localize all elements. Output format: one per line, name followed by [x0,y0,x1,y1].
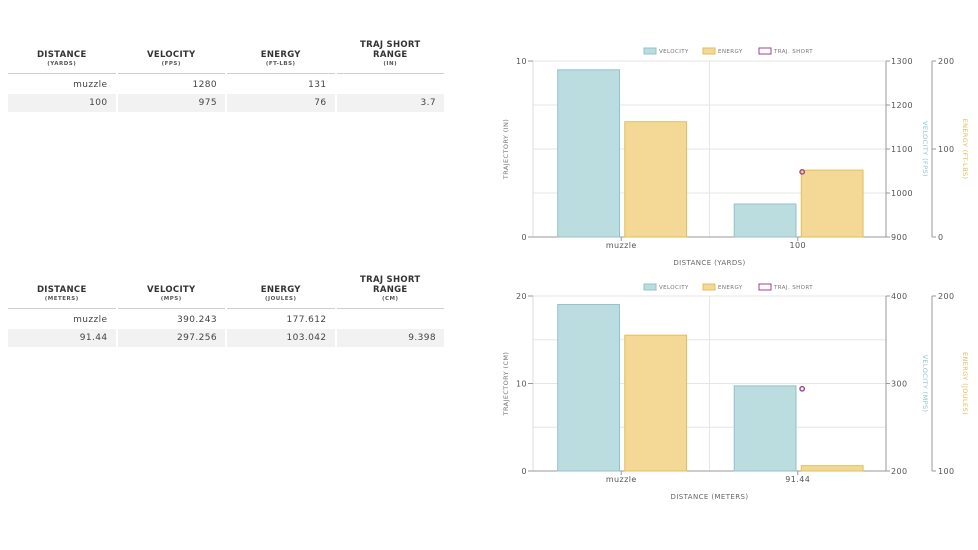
velocity-tick-label: 1000 [891,189,913,198]
energy-bar [624,121,688,238]
velocity-tick-label: 1200 [891,101,913,110]
legend-label: TRAJ. SHORT [773,49,813,55]
table-cell: 975 [117,94,225,112]
energy-axis-title: ENERGY (FT-LBS) [961,119,969,180]
ballistics-table-metric: DISTANCE (METERS) VELOCITY (MPS) ENERGY (JO… [6,275,446,347]
table-cell: muzzle [73,315,108,325]
y-tick-label: 0 [522,467,528,476]
table-cell: 100 [8,94,116,112]
column-header-distance: DISTANCE (METERS) [8,275,116,309]
y-tick-label: 10 [516,57,527,66]
energy-tick-label: 200 [938,57,954,66]
table-cell: 3.7 [336,94,444,112]
y-tick-label: 10 [516,380,527,389]
velocity-tick-label: 1300 [891,57,913,66]
velocity-tick-label: 900 [891,233,907,242]
velocity-tick-label: 300 [891,380,907,389]
velocity-bar [733,203,797,238]
velocity-tick-label: 200 [891,467,907,476]
x-axis-title: DISTANCE (YARDS) [673,259,745,267]
x-tick-label: muzzle [606,241,637,250]
trajectory-point [799,168,806,175]
column-header-distance: DISTANCE (YARDS) [8,40,116,74]
energy-tick-label: 0 [938,233,944,242]
velocity-bar [733,385,797,472]
table-row: 91.44 297.256 103.042 9.398 [8,329,444,347]
table-cell: 177.612 [286,315,327,325]
y-axis-title: TRAJECTORY (IN) [502,119,510,180]
legend-swatch [758,283,772,291]
energy-bar [800,169,864,238]
energy-tick-label: 200 [938,292,954,301]
energy-tick-label: 100 [938,467,954,476]
energy-bar [624,334,688,472]
legend-swatch [758,47,772,55]
velocity-axis-title: VELOCITY (FPS) [921,121,929,177]
legend-swatch [702,283,716,291]
column-header-velocity: VELOCITY (FPS) [117,40,225,74]
legend-label: TRAJ. SHORT [773,285,813,291]
table-cell: 9.398 [336,329,444,347]
table-cell: 76 [227,94,335,112]
y-tick-label: 20 [516,292,527,301]
trajectory-point [799,385,806,392]
velocity-tick-label: 1100 [891,145,913,154]
legend-swatch [643,47,657,55]
velocity-bar [557,69,620,238]
legend-label: ENERGY [718,49,743,55]
x-axis-title: DISTANCE (METERS) [671,493,749,501]
x-tick-label: muzzle [606,475,637,484]
column-header-velocity: VELOCITY (MPS) [117,275,225,309]
velocity-axis-title: VELOCITY (MPS) [921,355,929,413]
table-cell: 131 [308,80,327,90]
table-cell: 297.256 [117,329,225,347]
column-header-trajectory: TRAJ SHORT RANGE (IN) [336,40,444,74]
energy-tick-label: 100 [938,145,954,154]
legend-swatch [643,283,657,291]
table-cell: 91.44 [8,329,116,347]
velocity-tick-label: 400 [891,292,907,301]
legend-label: ENERGY [718,285,743,291]
table-row: muzzle 1280 131 [8,74,444,94]
legend-swatch [702,47,716,55]
ballistics-table-imperial: DISTANCE (YARDS) VELOCITY (FPS) ENERGY (FT-… [6,40,446,112]
column-header-energy: ENERGY (JOULES) [227,275,335,309]
table-cell: 1280 [192,80,217,90]
velocity-bar [557,304,620,472]
table-cell: muzzle [73,80,108,90]
x-tick-label: 100 [790,241,806,250]
column-header-trajectory: TRAJ SHORT RANGE (CM) [336,275,444,309]
energy-axis-title: ENERGY (JOULES) [961,352,969,415]
table-cell: 103.042 [227,329,335,347]
y-tick-label: 0 [522,233,528,242]
legend-label: VELOCITY [659,285,689,291]
table-row: muzzle 390.243 177.612 [8,309,444,329]
y-axis-title: TRAJECTORY (CM) [502,352,510,417]
energy-bar [800,465,864,472]
x-tick-label: 91.44 [785,475,810,484]
column-header-energy: ENERGY (FT-LBS) [227,40,335,74]
table-row: 100 975 76 3.7 [8,94,444,112]
table-cell: 390.243 [176,315,217,325]
legend-label: VELOCITY [659,49,689,55]
